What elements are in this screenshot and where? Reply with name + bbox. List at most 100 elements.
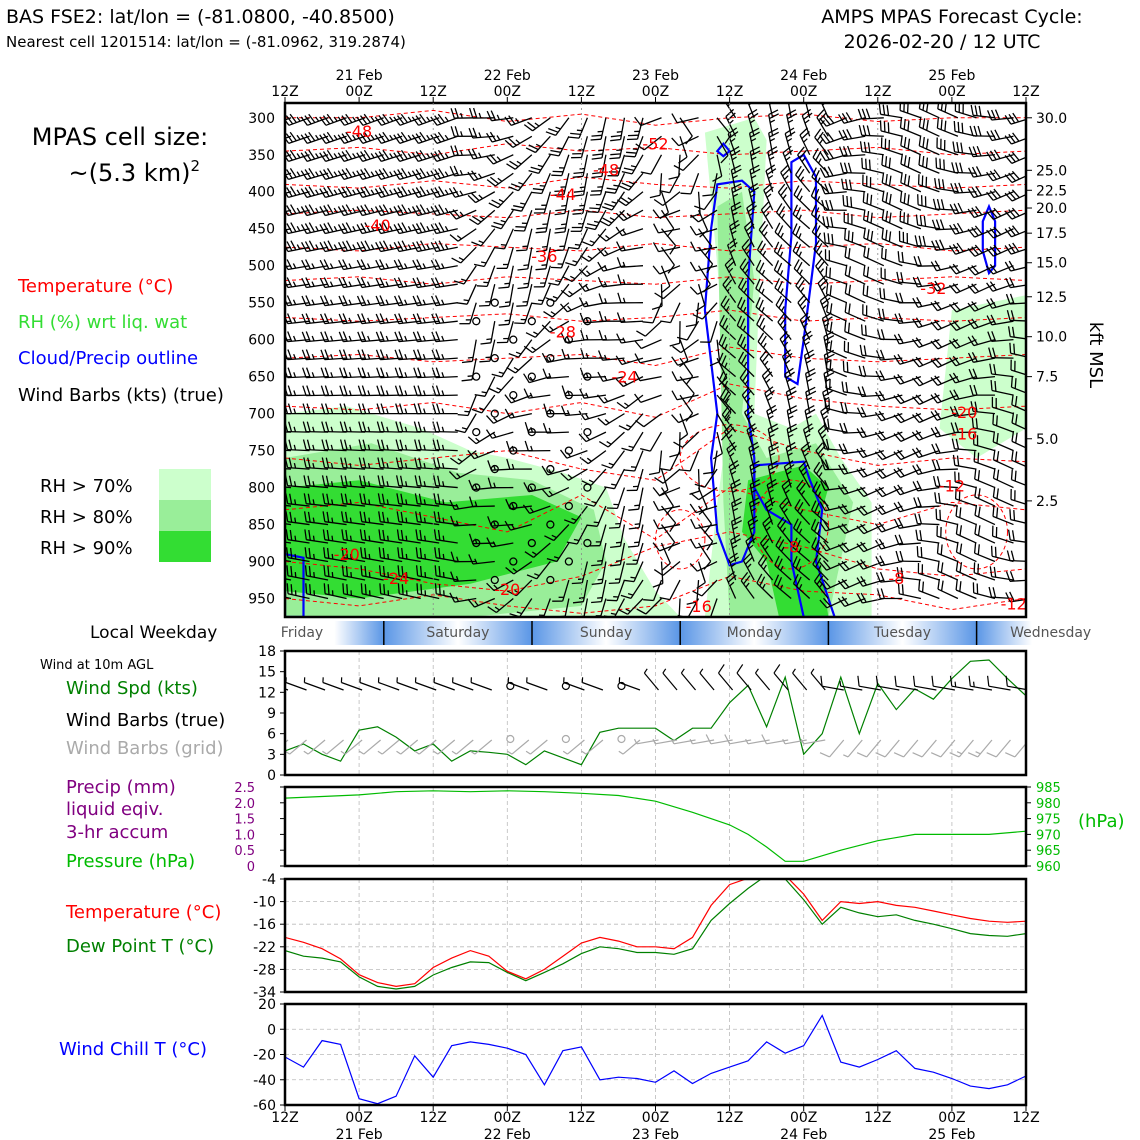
wind-barb-flag [366, 281, 371, 287]
wind-barb-flag [819, 134, 827, 144]
wind-barb-flag [769, 113, 779, 120]
wind-barb-flag [732, 175, 738, 179]
wind-barb-flag [822, 304, 828, 309]
wind-barb-flag [885, 229, 888, 241]
wind-barb-flag [360, 241, 367, 252]
wind-barb-flag [749, 186, 760, 194]
wind-barb-flag [560, 405, 567, 416]
wind-barb-flag [893, 355, 901, 365]
wind-barb-flag [289, 493, 293, 505]
wind-barb-flag [397, 547, 400, 558]
wind-barb-flag [841, 542, 850, 552]
wind-barb-flag [893, 414, 902, 424]
wind-barb-flag [412, 313, 418, 324]
wind-barb-flag [880, 588, 885, 599]
wind-barb-flag [935, 239, 941, 250]
wind-barb-flag [875, 391, 882, 402]
wind-barb-flag [865, 158, 867, 170]
wind-barb [698, 209, 718, 223]
wind-barb-flag [442, 481, 445, 487]
wind-barb-flag [745, 556, 754, 565]
wind-barb-flag [337, 116, 345, 126]
wind-barb-flag [819, 599, 828, 609]
wind-barb-flag [537, 164, 544, 168]
wind-barb-flag [536, 249, 547, 253]
wind-barb-flag [352, 207, 356, 213]
weekday-name: Tuesday [873, 625, 931, 641]
wind-barb-flag [762, 515, 771, 524]
wind-barb-flag [589, 240, 595, 244]
wind-barb-flag [862, 284, 865, 295]
wind-barb [326, 739, 344, 755]
wind-barb-flag [397, 583, 400, 594]
wind-barb-flag [293, 481, 297, 487]
wind-barb-flag [749, 164, 760, 171]
wind-barb-flag [793, 518, 799, 529]
wind-barb-flag [766, 404, 777, 412]
wind-barb-flag [732, 489, 738, 493]
legend-swatch-rh80 [159, 500, 211, 531]
wind-barb-flag [897, 501, 904, 512]
wind-barb-flag [523, 345, 533, 354]
wind-barb-flag [419, 204, 427, 214]
wind-barb-flag [359, 133, 368, 143]
wind-barb [660, 487, 674, 507]
wind-barb-flag [991, 331, 997, 342]
wind-barb-flag [524, 551, 534, 558]
bottom-time-label: 00Z [790, 1110, 817, 1126]
wind-barb-flag [781, 306, 785, 312]
wind-barb-flag [1009, 509, 1012, 520]
wind-barb-flag [499, 305, 510, 308]
wind-barb-flag [504, 319, 510, 322]
wind-barb-flag [992, 467, 996, 479]
wind-barb-flag [367, 335, 371, 342]
wind-barb-flag [699, 619, 710, 620]
pressure-tick-label: 750 [248, 444, 275, 460]
wind-barb-flag [750, 150, 761, 157]
wind-barb-flag [861, 157, 864, 169]
wind-barb-flag [893, 334, 900, 345]
wind-barb-flag [461, 379, 473, 382]
wind-barb-flag [944, 120, 947, 132]
wind-barb [285, 265, 292, 268]
wind-barb-flag [822, 116, 831, 126]
pressure-unit-label: (hPa) [1078, 811, 1125, 832]
wind-barb-flag [971, 226, 979, 237]
wind-barb-flag [803, 138, 808, 143]
wind-barb-flag [848, 303, 851, 314]
wind-barb-flag [777, 280, 783, 291]
calm-wind-marker [490, 409, 499, 418]
wind-barb [882, 219, 903, 230]
wind-barb-flag [487, 516, 493, 527]
wind-barb-flag [759, 576, 766, 587]
wind-barb-flag [604, 316, 608, 322]
wind-barb-flag [305, 259, 311, 270]
wind-barb [289, 739, 307, 755]
wind-barb-flag [364, 204, 371, 214]
wind-barb-flag [348, 263, 352, 269]
top-time-label: 12Z [864, 84, 891, 100]
wind-barb-flag [322, 750, 328, 755]
y-tick-label: -40 [253, 1073, 276, 1089]
wind-barb-flag [276, 499, 277, 504]
wind-barb-flag [922, 156, 925, 167]
wind-barb-flag [916, 546, 919, 557]
wind-barb-flag [610, 612, 617, 616]
wind-barb-flag [671, 390, 678, 401]
wind-barb-flag [630, 466, 637, 468]
wind-barb-flag [268, 206, 273, 215]
wind-barb [951, 685, 974, 691]
wind-barb [716, 394, 732, 413]
wind-barb-flag [301, 259, 307, 270]
panel-data [285, 1014, 1026, 1105]
wind-barb-flag [586, 270, 591, 275]
wind-barb [285, 468, 292, 470]
wind-barb-flag [286, 565, 289, 576]
wind-barb-flag [444, 189, 449, 195]
wind-barb-flag [732, 193, 739, 198]
wind-barb-flag [337, 134, 345, 144]
weekday-name: Friday [281, 625, 323, 641]
bottom-time-label: 00Z [494, 1110, 521, 1126]
wind-barb-flag [915, 412, 924, 422]
wind-barb-flag [363, 511, 367, 523]
